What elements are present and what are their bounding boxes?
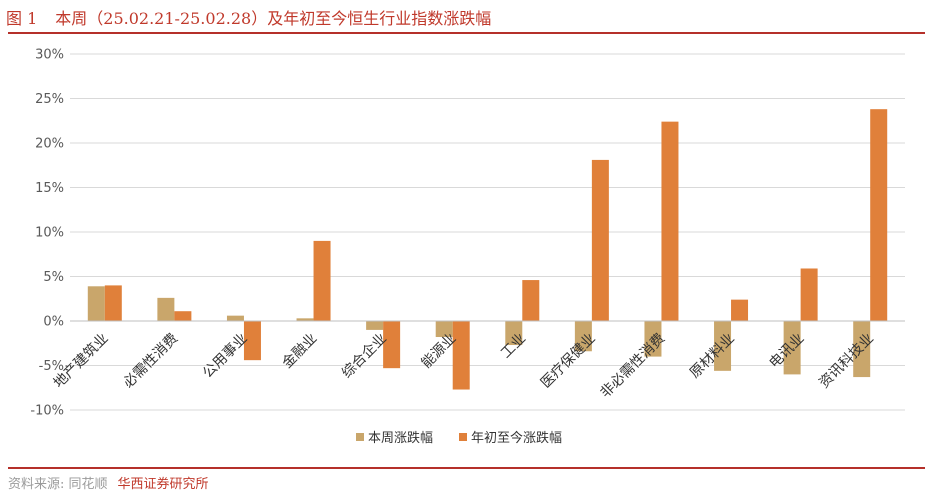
- legend-swatch: [356, 433, 364, 441]
- y-tick-label: 15%: [35, 181, 64, 196]
- bar-ytd: [313, 240, 331, 321]
- bar-ytd: [174, 311, 192, 321]
- bar-week: [87, 286, 105, 321]
- x-tick-label: 工业: [498, 331, 529, 362]
- bar-week: [226, 315, 244, 321]
- source-label: 资料来源: 同花顺: [8, 477, 108, 492]
- x-tick-label: 医疗保健业: [538, 331, 599, 392]
- bar-ytd: [243, 321, 261, 361]
- bar-week: [157, 297, 175, 321]
- y-tick-label: 20%: [35, 137, 64, 152]
- source-note: 资料来源: 同花顺 华西证券研究所: [8, 473, 209, 492]
- bar-ytd: [383, 321, 401, 369]
- grid-lines: [70, 53, 905, 411]
- bar-ytd: [522, 280, 540, 321]
- legend: 本周涨跌幅 年初至今涨跌幅: [356, 430, 562, 446]
- bar-ytd: [731, 299, 749, 321]
- legend-label: 年初至今涨跌幅: [471, 430, 562, 446]
- source-org: 华西证券研究所: [117, 477, 209, 492]
- bar-ytd: [591, 159, 609, 321]
- bar-week: [714, 321, 732, 371]
- title-rule: [8, 32, 925, 34]
- y-tick-label: 30%: [35, 48, 64, 63]
- y-tick-label: 0%: [43, 315, 64, 330]
- x-tick-label: 综合企业: [338, 330, 390, 382]
- bar-week: [783, 321, 801, 375]
- bar-ytd: [104, 285, 122, 321]
- bar-ytd: [452, 321, 470, 390]
- bar-week: [296, 318, 314, 321]
- bar-week: [505, 321, 523, 346]
- y-tick-label: -5%: [39, 359, 64, 374]
- bar-week: [366, 321, 384, 330]
- bar-ytd: [661, 121, 679, 321]
- figure-title: 本周（25.02.21-25.02.28）及年初至今恒生行业指数涨跌幅: [55, 9, 492, 28]
- source-rule: [8, 467, 925, 469]
- legend-swatch: [459, 433, 467, 441]
- y-axis-ticks: -10% -5% 0% 5% 10% 15% 20% 25% 30%: [30, 48, 64, 419]
- legend-label: 本周涨跌幅: [368, 430, 433, 446]
- bar-week: [853, 321, 871, 378]
- bar-week: [574, 321, 592, 352]
- y-tick-label: -10%: [30, 404, 64, 419]
- y-tick-label: 5%: [43, 270, 64, 285]
- y-tick-label: 10%: [35, 226, 64, 241]
- y-tick-label: 25%: [35, 92, 64, 107]
- x-tick-label: 必需性消费: [120, 331, 181, 392]
- bar-week: [435, 321, 453, 338]
- bar-week: [644, 321, 662, 357]
- figure-number: 图 1: [6, 9, 38, 28]
- bar-ytd: [800, 268, 818, 321]
- figure-title-row: 图 1 本周（25.02.21-25.02.28）及年初至今恒生行业指数涨跌幅: [6, 5, 491, 29]
- bars: [87, 109, 888, 390]
- x-tick-label: 公用事业: [200, 331, 251, 382]
- bar-ytd: [870, 109, 888, 322]
